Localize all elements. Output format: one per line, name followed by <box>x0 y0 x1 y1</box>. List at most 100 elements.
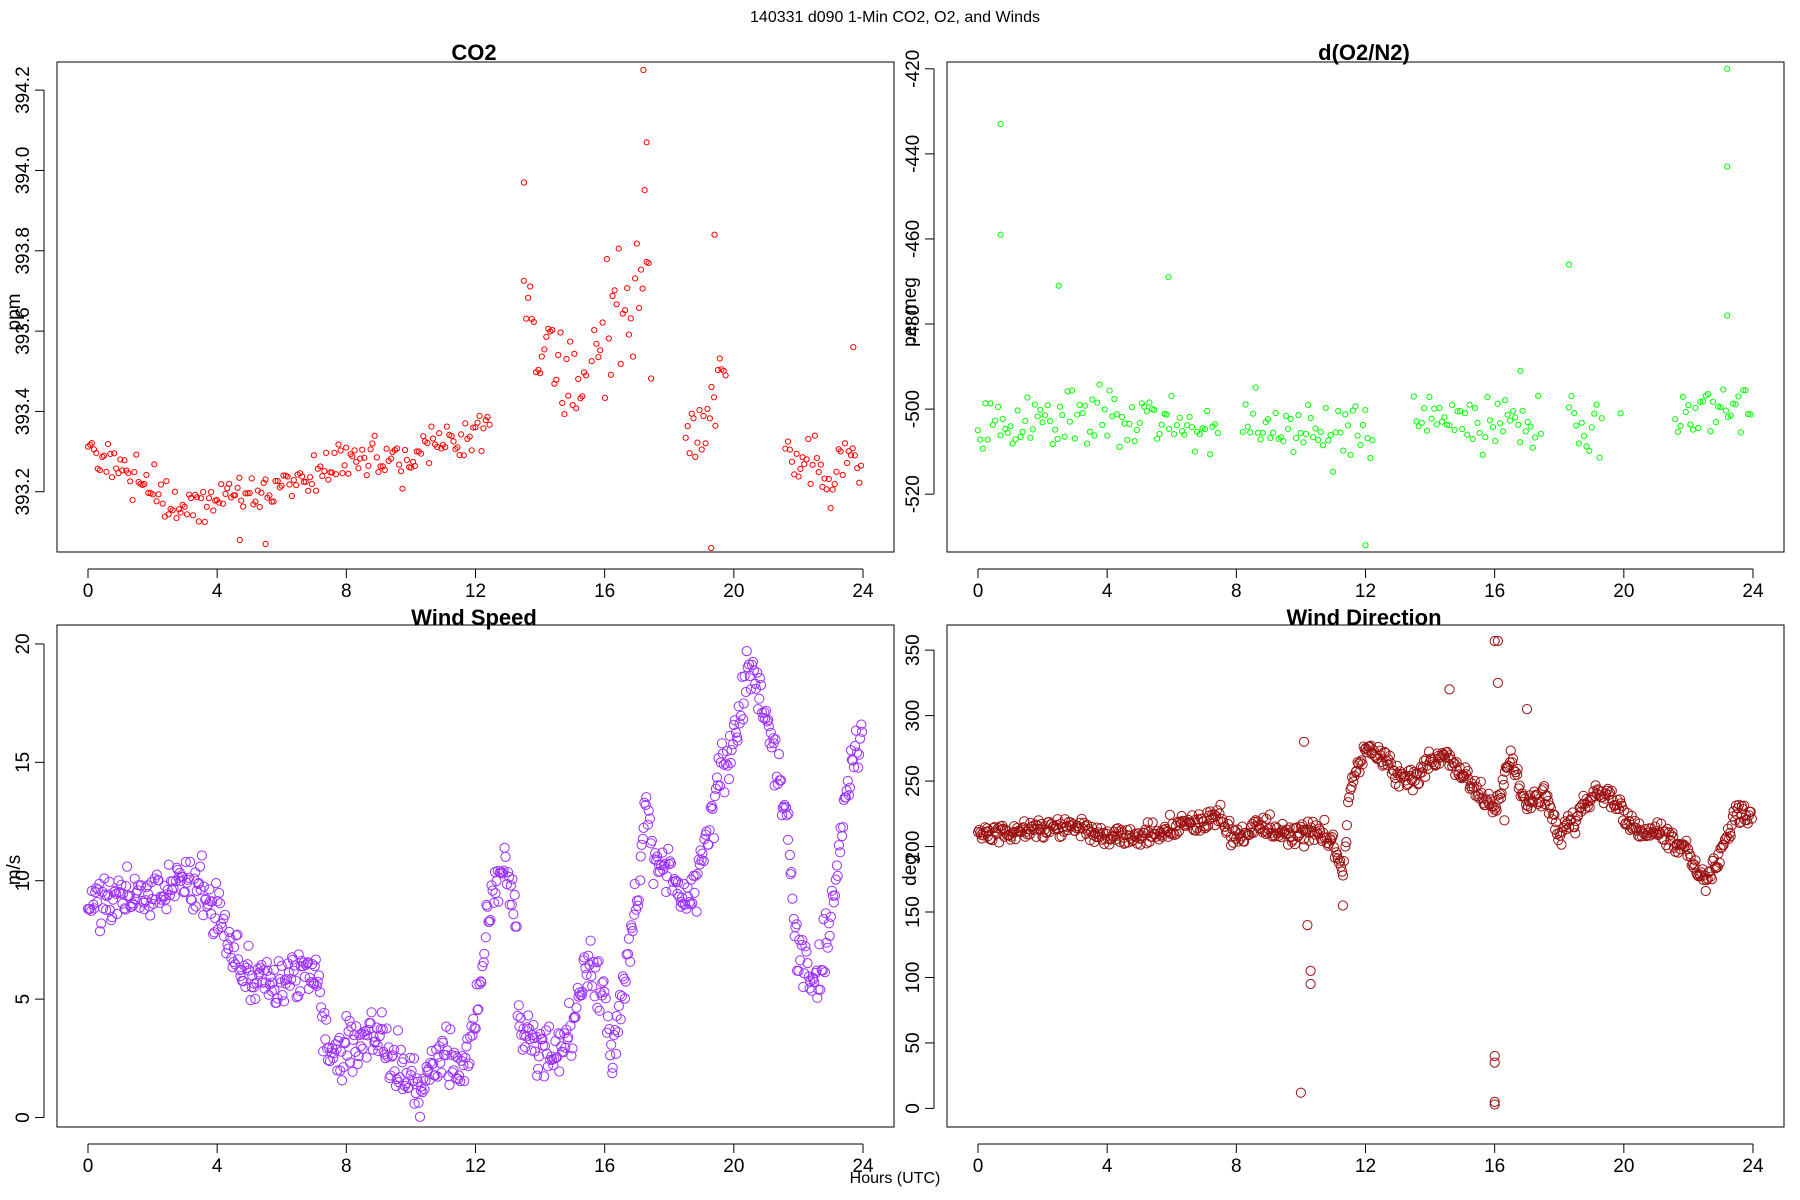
data-point <box>1390 778 1401 790</box>
data-point <box>1512 769 1523 780</box>
data-point <box>283 967 294 978</box>
data-point <box>151 869 162 880</box>
data-point <box>607 371 615 378</box>
data-point <box>426 1045 437 1057</box>
data-point <box>122 861 133 872</box>
data-point <box>1239 429 1246 436</box>
data-point <box>262 965 273 976</box>
data-point <box>650 848 661 859</box>
data-point <box>442 444 449 451</box>
data-point <box>996 824 1007 836</box>
data-point <box>1252 384 1259 391</box>
data-point <box>763 714 774 725</box>
data-point <box>504 899 515 910</box>
x-tick-label: 20 <box>1613 581 1634 602</box>
data-point <box>96 467 104 474</box>
data-point <box>113 887 125 898</box>
data-point <box>375 469 382 476</box>
data-point <box>487 885 498 896</box>
outlier-point <box>708 544 715 552</box>
data-point <box>1293 435 1300 442</box>
data-point <box>1146 399 1153 406</box>
data-point <box>366 1007 377 1018</box>
data-point <box>1008 827 1019 838</box>
data-point <box>256 959 267 971</box>
data-point <box>171 488 178 495</box>
data-point <box>1725 831 1736 842</box>
data-point <box>783 808 794 819</box>
data-point <box>1747 411 1754 418</box>
data-point <box>406 1065 417 1076</box>
data-point <box>1059 411 1066 419</box>
data-point <box>100 452 108 459</box>
data-point <box>463 1060 474 1072</box>
data-point <box>730 727 742 738</box>
y-tick-label: 100 <box>903 962 924 994</box>
data-point <box>1529 444 1536 451</box>
data-point <box>1556 839 1567 850</box>
data-point <box>1340 447 1347 454</box>
data-point <box>690 870 701 881</box>
data-point <box>427 1059 438 1070</box>
data-point <box>1469 775 1480 787</box>
data-point <box>1340 841 1351 852</box>
data-point <box>481 899 492 911</box>
data-point <box>523 1010 534 1021</box>
outlier-point <box>1492 635 1504 647</box>
data-point <box>1434 758 1445 769</box>
data-point <box>1066 418 1074 425</box>
data-point <box>1697 864 1708 875</box>
data-point <box>345 470 352 477</box>
data-point <box>1147 817 1158 828</box>
data-point <box>833 840 845 851</box>
data-point <box>617 360 624 367</box>
data-point <box>641 187 648 194</box>
data-point <box>252 498 259 505</box>
data-point <box>229 942 240 953</box>
data-point <box>1144 836 1155 848</box>
data-point <box>589 991 600 1002</box>
data-point <box>195 861 206 872</box>
data-point <box>347 1066 358 1077</box>
data-point <box>1081 402 1089 409</box>
data-point <box>1735 393 1742 400</box>
data-point <box>1474 419 1481 426</box>
data-point <box>754 693 765 704</box>
data-point <box>450 438 457 445</box>
data-point <box>1004 429 1011 436</box>
data-point <box>211 878 222 889</box>
data-point <box>1237 821 1248 832</box>
data-point <box>419 1084 430 1095</box>
data-point <box>573 405 580 412</box>
data-point <box>1315 436 1322 443</box>
data-point <box>554 1066 565 1077</box>
data-point <box>1461 769 1472 780</box>
data-point <box>597 347 604 354</box>
data-point <box>244 490 251 497</box>
data-point <box>741 646 752 657</box>
data-point <box>567 338 574 345</box>
data-point <box>611 1048 622 1060</box>
data-point <box>219 500 227 507</box>
data-point <box>692 453 699 460</box>
data-point <box>839 471 846 479</box>
data-point <box>722 372 729 379</box>
data-point <box>1024 394 1031 401</box>
y-tick-label: 393.4 <box>13 387 34 435</box>
data-point <box>121 881 132 892</box>
outlier-point <box>262 540 269 548</box>
data-point <box>613 1000 625 1012</box>
plot-frame <box>946 624 1785 1128</box>
data-point <box>1325 833 1336 844</box>
data-point <box>1379 746 1390 757</box>
data-point <box>686 450 693 457</box>
plot-frame <box>56 61 895 553</box>
data-point <box>1199 823 1210 834</box>
data-point <box>775 775 787 786</box>
data-point <box>1613 803 1625 815</box>
data-point <box>1270 429 1277 436</box>
data-point <box>1104 432 1111 439</box>
data-point <box>1561 824 1572 835</box>
x-tick-label: 4 <box>212 581 223 602</box>
